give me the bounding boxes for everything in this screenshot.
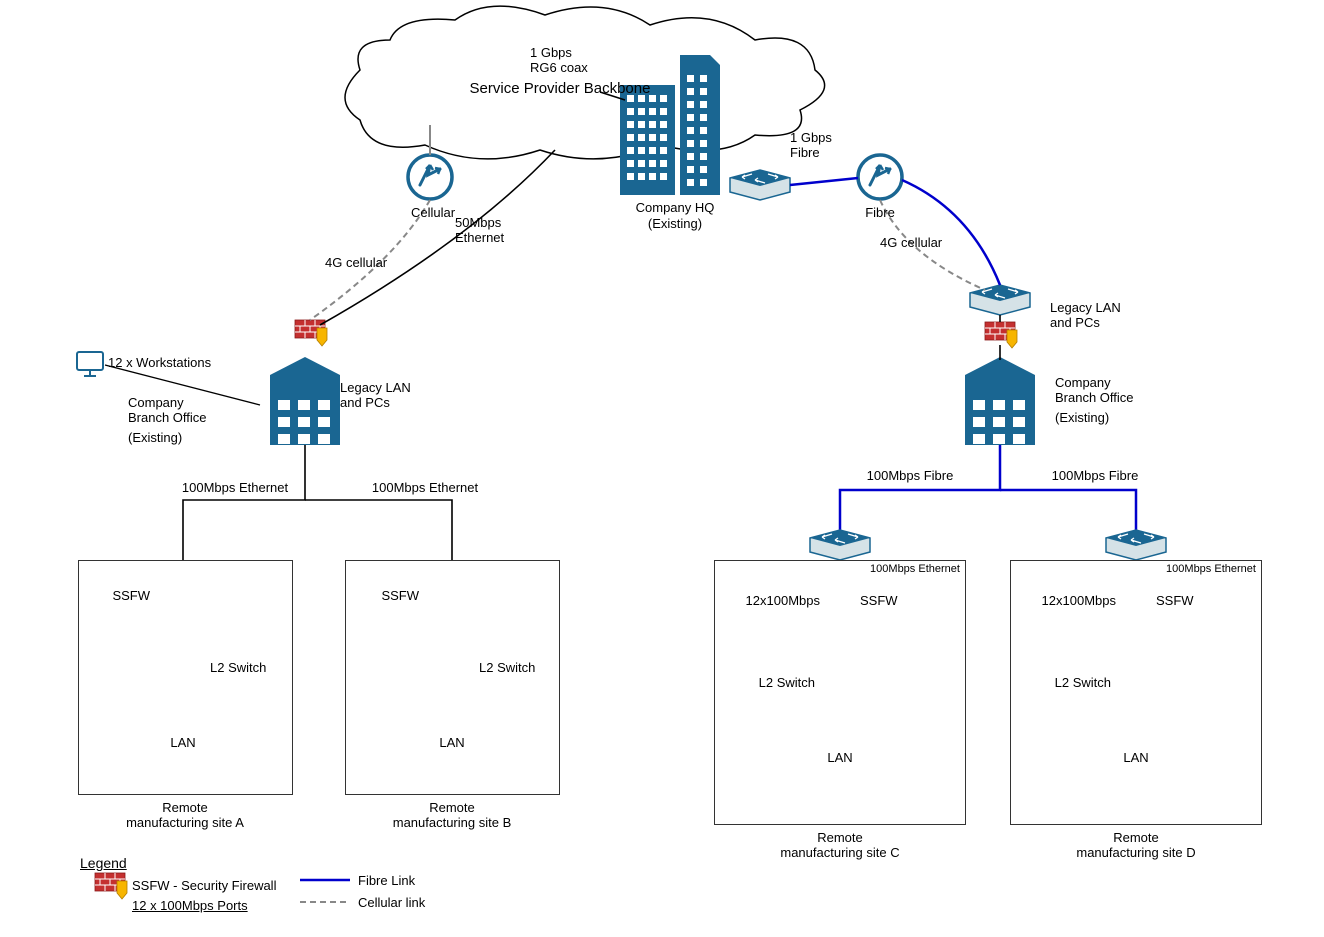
- site-c-title: Remote manufacturing site C: [750, 830, 930, 860]
- legacy-top-label-right: Legacy LAN and PCs: [1050, 300, 1160, 330]
- site-a-ssfw: SSFW: [100, 588, 150, 603]
- coax-label: 1 Gbps RG6 coax: [530, 45, 620, 75]
- link-fiber-100-right: 100Mbps Fibre: [1035, 468, 1155, 483]
- site-b-switch-label: L2 Switch: [479, 660, 549, 675]
- site-b-lan: LAN: [427, 735, 477, 750]
- cellular-icon-right: [858, 155, 902, 199]
- branch-left-label: Company Branch Office: [128, 395, 258, 425]
- site-d-lan: LAN: [1111, 750, 1161, 765]
- link-fiber-100-left: 100Mbps Fibre: [850, 468, 970, 483]
- site-d-ssfw: SSFW: [1156, 593, 1216, 608]
- branch-left-sub: (Existing): [128, 430, 258, 445]
- site-a-lan: LAN: [158, 735, 208, 750]
- fiber-right-label: Fibre: [850, 205, 910, 220]
- hq-building-icon: [620, 55, 720, 195]
- right-branch-router-icon: [970, 285, 1030, 315]
- site-c-ssfw: SSFW: [860, 593, 920, 608]
- site-c-router-icon: [810, 530, 870, 560]
- site-c-switch-label: L2 Switch: [745, 675, 815, 690]
- site-a-title: Remote manufacturing site A: [95, 800, 275, 830]
- link-50m: 50Mbps Ethernet: [455, 215, 535, 245]
- link-eth-100-d: 100Mbps Ethernet: [1141, 563, 1281, 575]
- site-c-port: 12x100Mbps: [730, 593, 820, 608]
- legend-security: SSFW - Security Firewall: [132, 878, 332, 893]
- link-4g-left: 4G cellular: [325, 255, 415, 270]
- legend-firewall-icon: [95, 873, 127, 899]
- cellular-icon-left: [408, 155, 452, 199]
- site-d-router-icon: [1106, 530, 1166, 560]
- legend-title: Legend: [80, 855, 160, 871]
- cloud-label: Service Provider Backbone: [440, 80, 680, 97]
- branch-right-label: Company Branch Office: [1055, 375, 1185, 405]
- workstation-label: 12 x Workstations: [108, 355, 238, 370]
- hq-sub: (Existing): [620, 216, 730, 231]
- site-d-port: 12x100Mbps: [1026, 593, 1116, 608]
- branch-building-left: [270, 357, 340, 445]
- hq-label: Company HQ: [620, 200, 730, 215]
- legend-ports: 12 x 100Mbps Ports: [132, 898, 332, 913]
- branch-firewall-left: [295, 320, 327, 346]
- workstation-icon: [77, 352, 103, 376]
- site-d-switch-label: L2 Switch: [1041, 675, 1111, 690]
- fiber-hq-label: 1 Gbps Fibre: [790, 130, 860, 160]
- link-eth-100-c: 100Mbps Ethernet: [845, 563, 985, 575]
- branch-firewall-right: [985, 322, 1017, 348]
- legend-fiber: Fibre Link: [358, 873, 478, 888]
- site-a-switch-label: L2 Switch: [210, 660, 280, 675]
- site-b-ssfw: SSFW: [369, 588, 419, 603]
- site-d-title: Remote manufacturing site D: [1046, 830, 1226, 860]
- legend-cellular: Cellular link: [358, 895, 478, 910]
- legacy-top-label-left: Legacy LAN and PCs: [340, 380, 450, 410]
- site-b-title: Remote manufacturing site B: [362, 800, 542, 830]
- link-eth-100-a: 100Mbps Ethernet: [165, 480, 305, 495]
- hq-router-icon: [730, 170, 790, 200]
- link-4g-right: 4G cellular: [880, 235, 970, 250]
- site-c-lan: LAN: [815, 750, 865, 765]
- branch-right-sub: (Existing): [1055, 410, 1185, 425]
- link-eth-100-b: 100Mbps Ethernet: [355, 480, 495, 495]
- branch-building-right: [965, 357, 1035, 445]
